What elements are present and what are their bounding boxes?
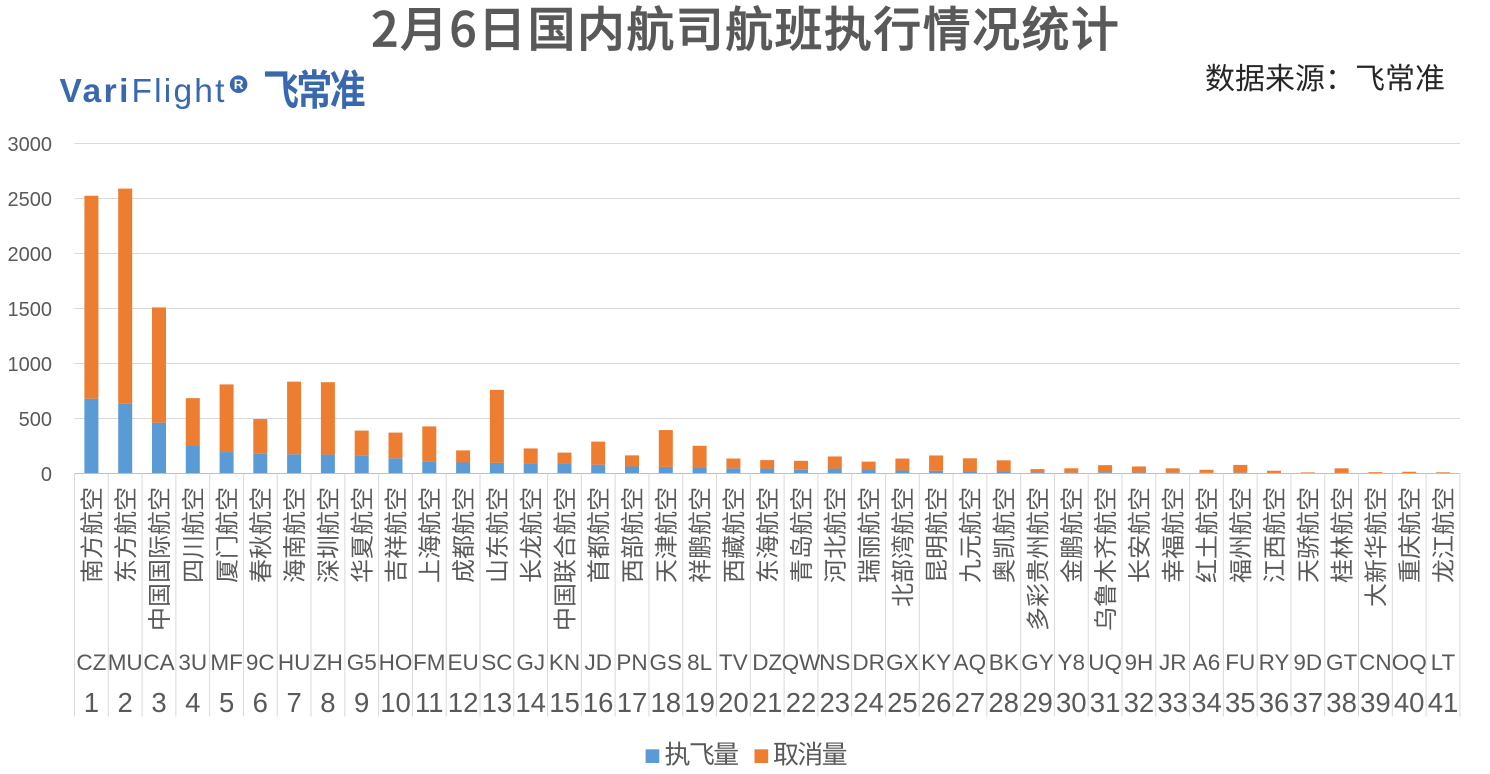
svg-text:GS: GS xyxy=(650,650,683,675)
svg-text:18: 18 xyxy=(651,687,682,718)
svg-text:MF: MF xyxy=(210,650,243,675)
svg-text:7: 7 xyxy=(286,687,301,718)
svg-text:DR: DR xyxy=(852,650,885,675)
svg-text:3000: 3000 xyxy=(8,134,53,156)
svg-text:2: 2 xyxy=(118,687,133,718)
svg-text:29: 29 xyxy=(1022,687,1053,718)
svg-text:34: 34 xyxy=(1191,687,1222,718)
svg-text:OQ: OQ xyxy=(1392,650,1427,675)
svg-text:8L: 8L xyxy=(687,650,712,675)
svg-text:0: 0 xyxy=(41,464,52,486)
svg-text:CN: CN xyxy=(1359,650,1392,675)
svg-text:FU: FU xyxy=(1225,650,1255,675)
svg-text:39: 39 xyxy=(1360,687,1391,718)
svg-text:23: 23 xyxy=(820,687,851,718)
svg-text:33: 33 xyxy=(1157,687,1188,718)
svg-text:17: 17 xyxy=(617,687,648,718)
svg-text:HO: HO xyxy=(379,650,413,675)
svg-text:9: 9 xyxy=(354,687,369,718)
svg-text:21: 21 xyxy=(752,687,783,718)
svg-text:NS: NS xyxy=(819,650,850,675)
svg-text:19: 19 xyxy=(684,687,715,718)
svg-text:PN: PN xyxy=(616,650,647,675)
svg-text:Y8: Y8 xyxy=(1058,650,1086,675)
svg-text:22: 22 xyxy=(786,687,817,718)
svg-text:1: 1 xyxy=(84,687,99,718)
svg-text:20: 20 xyxy=(718,687,749,718)
svg-text:500: 500 xyxy=(19,409,52,431)
svg-text:Vari: Vari xyxy=(60,73,131,110)
svg-text:9C: 9C xyxy=(246,650,275,675)
svg-text:24: 24 xyxy=(853,687,884,718)
svg-text:10: 10 xyxy=(380,687,411,718)
svg-text:25: 25 xyxy=(887,687,918,718)
svg-text:3U: 3U xyxy=(178,650,207,675)
svg-text:36: 36 xyxy=(1259,687,1290,718)
svg-text:31: 31 xyxy=(1090,687,1121,718)
svg-text:DZ: DZ xyxy=(752,650,782,675)
svg-text:27: 27 xyxy=(955,687,986,718)
svg-text:RY: RY xyxy=(1259,650,1290,675)
svg-text:GJ: GJ xyxy=(516,650,545,675)
svg-text:HU: HU xyxy=(278,650,311,675)
svg-text:G5: G5 xyxy=(347,650,377,675)
svg-text:9H: 9H xyxy=(1125,650,1154,675)
svg-text:SC: SC xyxy=(481,650,512,675)
svg-text:GT: GT xyxy=(1326,650,1358,675)
svg-text:8: 8 xyxy=(320,687,335,718)
svg-text:14: 14 xyxy=(515,687,546,718)
svg-text:9D: 9D xyxy=(1293,650,1322,675)
svg-text:AQ: AQ xyxy=(954,650,987,675)
svg-text:Flight: Flight xyxy=(132,73,227,110)
svg-text:TV: TV xyxy=(719,650,748,675)
svg-text:28: 28 xyxy=(988,687,1019,718)
svg-text:6: 6 xyxy=(253,687,268,718)
svg-text:2000: 2000 xyxy=(8,244,53,266)
svg-text:26: 26 xyxy=(921,687,952,718)
svg-text:15: 15 xyxy=(549,687,580,718)
svg-text:JD: JD xyxy=(584,650,612,675)
svg-text:1000: 1000 xyxy=(8,354,53,376)
svg-text:CA: CA xyxy=(143,650,174,675)
svg-text:GY: GY xyxy=(1021,650,1054,675)
svg-text:32: 32 xyxy=(1124,687,1155,718)
svg-text:QW: QW xyxy=(782,650,822,675)
svg-text:MU: MU xyxy=(108,650,143,675)
svg-text:13: 13 xyxy=(482,687,513,718)
svg-text:KN: KN xyxy=(549,650,580,675)
svg-text:BK: BK xyxy=(989,650,1019,675)
svg-text:R: R xyxy=(234,77,244,92)
svg-text:ZH: ZH xyxy=(313,650,343,675)
svg-text:11: 11 xyxy=(415,687,444,718)
svg-text:FM: FM xyxy=(413,650,446,675)
svg-text:2500: 2500 xyxy=(8,189,53,211)
svg-text:GX: GX xyxy=(886,650,919,675)
svg-text:KY: KY xyxy=(921,650,951,675)
svg-text:16: 16 xyxy=(583,687,614,718)
svg-text:30: 30 xyxy=(1056,687,1087,718)
svg-text:A6: A6 xyxy=(1193,650,1221,675)
svg-text:CZ: CZ xyxy=(76,650,106,675)
svg-text:40: 40 xyxy=(1394,687,1425,718)
svg-text:1500: 1500 xyxy=(8,299,53,321)
svg-text:LT: LT xyxy=(1431,650,1456,675)
svg-text:JR: JR xyxy=(1159,650,1187,675)
svg-text:5: 5 xyxy=(219,687,234,718)
svg-text:37: 37 xyxy=(1293,687,1324,718)
svg-text:35: 35 xyxy=(1225,687,1256,718)
svg-text:12: 12 xyxy=(448,687,479,718)
svg-text:3: 3 xyxy=(151,687,166,718)
svg-text:4: 4 xyxy=(185,687,200,718)
svg-text:EU: EU xyxy=(447,650,478,675)
svg-text:38: 38 xyxy=(1326,687,1357,718)
svg-text:UQ: UQ xyxy=(1088,650,1122,675)
svg-text:41: 41 xyxy=(1428,687,1459,718)
